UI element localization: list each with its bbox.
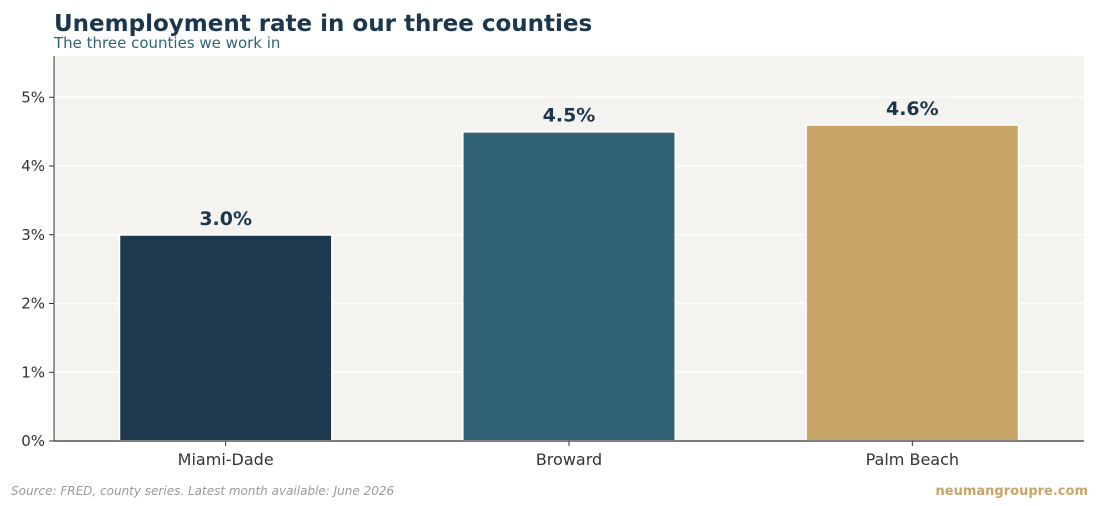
bar-broward: [461, 130, 677, 442]
y-tick-label: 4%: [21, 157, 45, 175]
y-axis: 0% 1% 2% 3% 4% 5%: [21, 56, 55, 450]
brand-link[interactable]: neumangroupre.com: [935, 484, 1088, 499]
y-tick-label: 1%: [21, 363, 45, 381]
y-tick-label: 0%: [21, 432, 45, 450]
data-label: 4.5%: [543, 105, 596, 127]
y-tick-label: 5%: [21, 88, 45, 106]
data-labels: 3.0% 4.5% 4.6%: [199, 98, 938, 230]
data-label: 4.6%: [886, 98, 939, 120]
y-tick-label: 3%: [21, 226, 45, 244]
x-axis: Miami-Dade Broward Palm Beach: [54, 440, 1084, 469]
bars: [118, 123, 1020, 442]
source-note: Source: FRED, county series. Latest mont…: [11, 484, 395, 498]
x-tick-label: Miami-Dade: [178, 450, 274, 469]
data-label: 3.0%: [199, 208, 252, 230]
chart-subtitle: The three counties we work in: [54, 34, 281, 52]
chart-title: Unemployment rate in our three counties: [54, 11, 593, 37]
bar-palm-beach: [804, 123, 1020, 442]
y-tick-label: 2%: [21, 295, 45, 313]
bar-miami-dade: [118, 233, 334, 442]
x-tick-label: Palm Beach: [866, 450, 959, 469]
x-tick-label: Broward: [536, 450, 602, 469]
